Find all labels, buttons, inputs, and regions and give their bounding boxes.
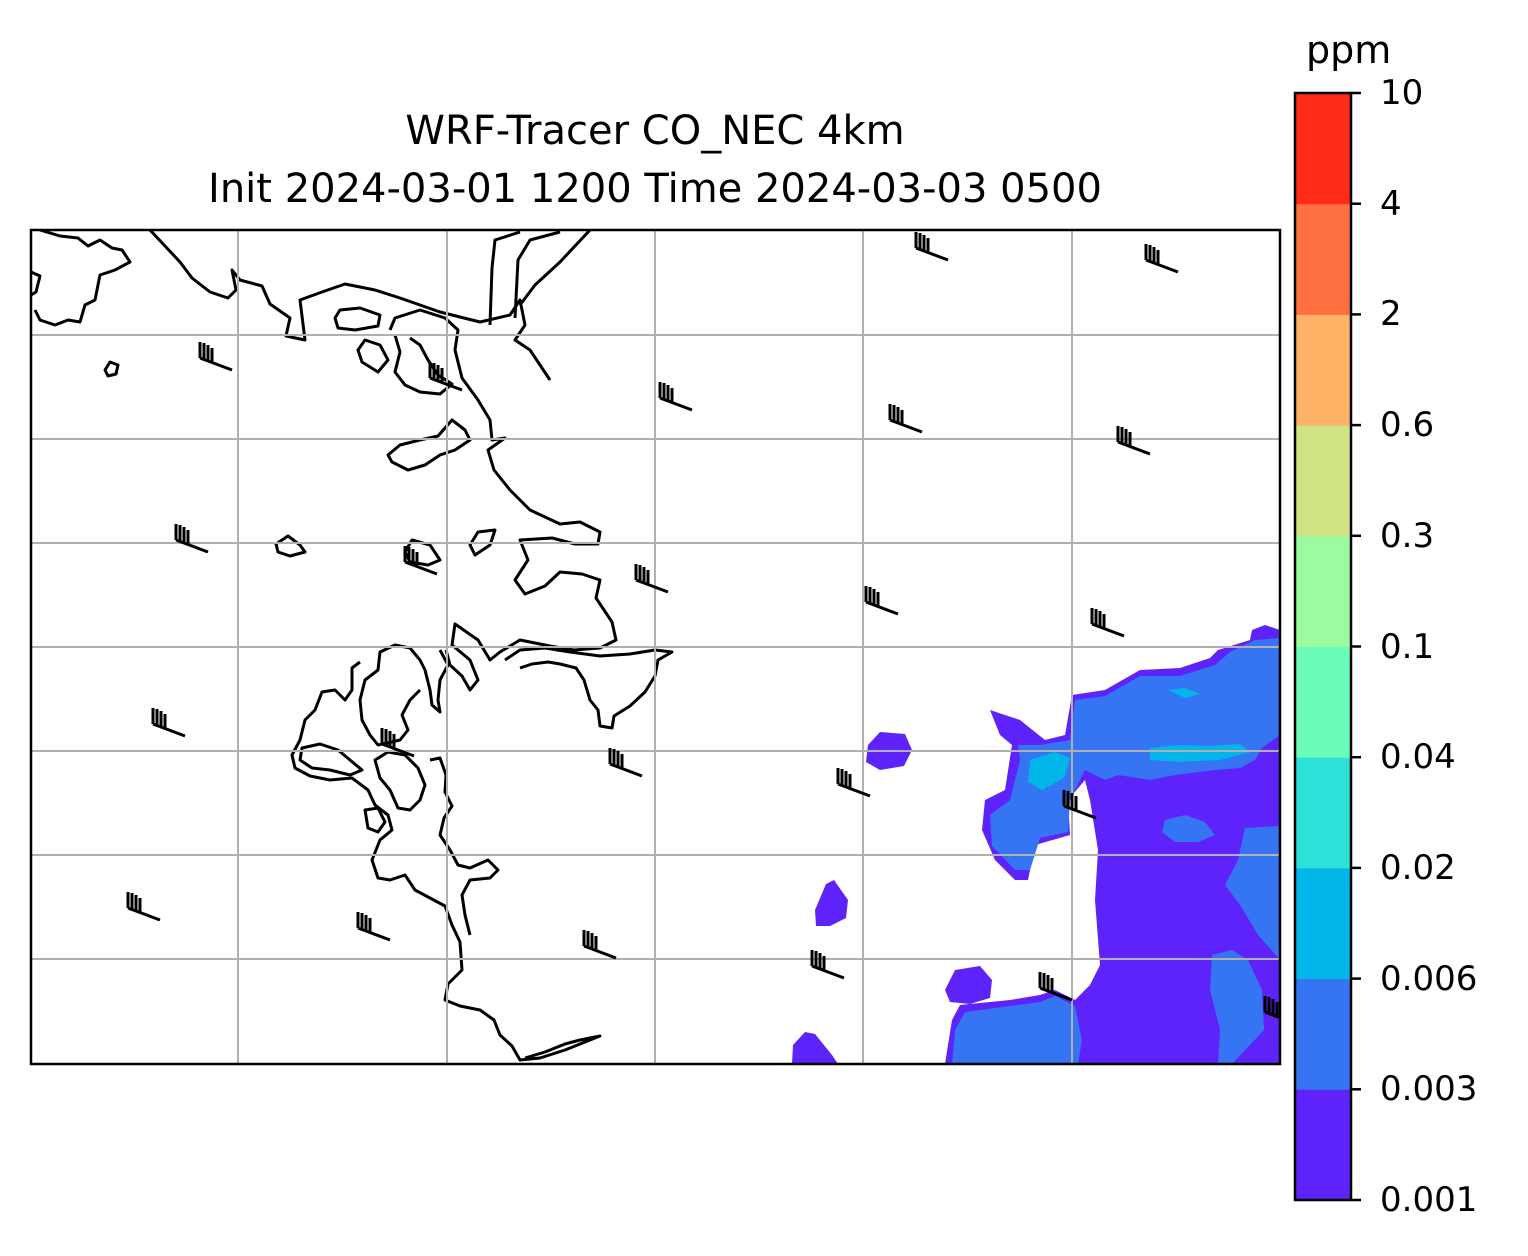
colorbar-tick-label: 0.1 <box>1380 626 1435 667</box>
tracer-fill-mid <box>952 638 1280 1064</box>
wind-barb <box>1038 972 1073 1002</box>
wind-barb <box>151 708 186 738</box>
wind-barb <box>356 912 391 942</box>
wind-barb <box>1090 608 1125 638</box>
colorbar-segment <box>1295 867 1351 980</box>
wind-barb <box>888 404 923 434</box>
wind-barb <box>914 232 949 262</box>
colorbar-tick-label: 0.006 <box>1380 958 1478 999</box>
wind-barb <box>380 728 415 758</box>
colorbar-segment <box>1295 93 1351 205</box>
colorbar-unit-label: ppm <box>1306 28 1392 72</box>
wind-barb <box>810 950 845 980</box>
wind-barb <box>864 586 899 616</box>
wind-barbs <box>126 232 1280 1020</box>
wind-barb <box>1144 244 1179 274</box>
colorbar-segment <box>1295 757 1351 869</box>
map-title: WRF-Tracer CO_NEC 4km <box>405 108 905 154</box>
colorbar-tick-label: 0.02 <box>1380 847 1456 888</box>
wind-barb <box>836 768 871 798</box>
colorbar-tick-label: 0.6 <box>1380 405 1435 446</box>
colorbar <box>1295 91 1361 1202</box>
wind-barb <box>403 546 438 576</box>
colorbar-segment <box>1295 425 1351 537</box>
wind-barb <box>658 382 693 412</box>
wind-barb <box>174 524 209 554</box>
colorbar-tick-label: 0.003 <box>1380 1069 1478 1110</box>
wind-barb <box>634 564 669 594</box>
wind-barb <box>582 930 617 960</box>
map-subtitle: Init 2024-03-01 1200 Time 2024-03-03 050… <box>208 166 1102 212</box>
colorbar-segment <box>1295 535 1351 647</box>
colorbar-tick-label: 0.001 <box>1380 1180 1478 1220</box>
wind-barb <box>1116 426 1151 456</box>
colorbar-segment <box>1295 646 1351 758</box>
tracer-fill-high <box>1028 688 1250 790</box>
colorbar-tick-label: 0.04 <box>1380 737 1456 778</box>
map-frame <box>29 228 1282 1066</box>
wind-barb <box>126 892 161 922</box>
colorbar-segment <box>1295 978 1351 1090</box>
colorbar-tick-label: 2 <box>1380 294 1402 335</box>
colorbar-frame <box>1293 91 1353 1202</box>
map-gridlines <box>31 230 1280 1064</box>
wind-barb <box>1263 996 1280 1020</box>
colorbar-tick-label: 10 <box>1380 73 1424 113</box>
coastlines <box>31 230 674 1062</box>
wind-barb <box>1062 790 1097 820</box>
colorbar-tick-label: 0.3 <box>1380 515 1435 556</box>
colorbar-segment <box>1295 314 1351 426</box>
wind-barb <box>428 362 463 392</box>
colorbar-segment <box>1295 1089 1351 1201</box>
colorbar-segment <box>1295 203 1351 315</box>
colorbar-tick-label: 4 <box>1380 183 1402 224</box>
wind-barb <box>198 342 233 372</box>
wind-barb <box>608 748 643 778</box>
